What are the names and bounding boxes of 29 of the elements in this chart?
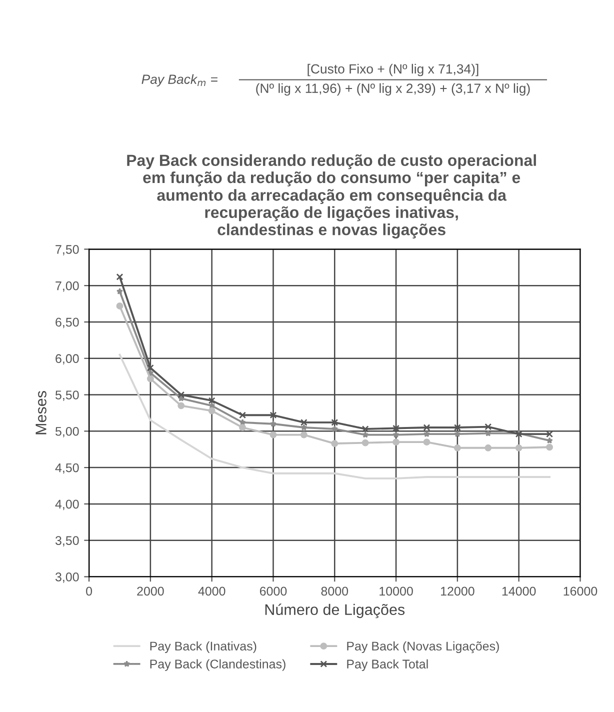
x-tick-label: 4000 [198,586,226,596]
y-tick-label: 3,50 [55,536,79,546]
y-axis-title: Meses [36,391,46,434]
text: [Custo Fixo + (Nº lig x 71,34)] [308,64,478,76]
legend-label: Pay Back (Inativas) [150,641,256,654]
legend-label: Pay Back (Novas Ligações) [347,641,499,654]
y-tick-label: 4,50 [55,463,79,474]
y-tick-label: 3,00 [55,572,79,583]
x-tick-label: 8000 [321,586,348,596]
y-tick-label: 4,00 [55,500,79,510]
x-axis-title: Número de Ligações [265,604,405,618]
x-tick-label: 0 [86,586,92,596]
chart-title: Pay Back considerando redução de custo operacional em função da redução do consumo “per capita” e aumento da arrecadação em consequência da recuperação de ligações inativas, clandestinas e novas ligações [127,154,536,239]
text: (Nº lig x 11,96) + (Nº lig x 2,39) + (3,17 x Nº lig) [256,83,530,96]
x-tick-label: 10000 [380,586,413,596]
x-tick-label: 12000 [441,586,474,596]
legend-label: Pay Back (Clandestinas) [150,659,286,671]
y-tick-label: 7,00 [56,281,79,292]
legend-label: Pay Back Total [347,659,428,671]
y-tick-label: 5,00 [55,426,79,438]
x-tick-label: 16000 [564,586,598,596]
x-tick-label: 14000 [502,586,536,596]
text: Pay Back$_{m}$ = [142,74,218,87]
x-tick-label: 6000 [260,586,287,596]
y-tick-label: 5,50 [55,390,79,401]
y-tick-label: 6,00 [56,354,79,364]
y-tick-label: 7,50 [56,245,79,256]
x-tick-label: 2000 [137,586,164,596]
y-tick-label: 6,50 [56,318,79,328]
